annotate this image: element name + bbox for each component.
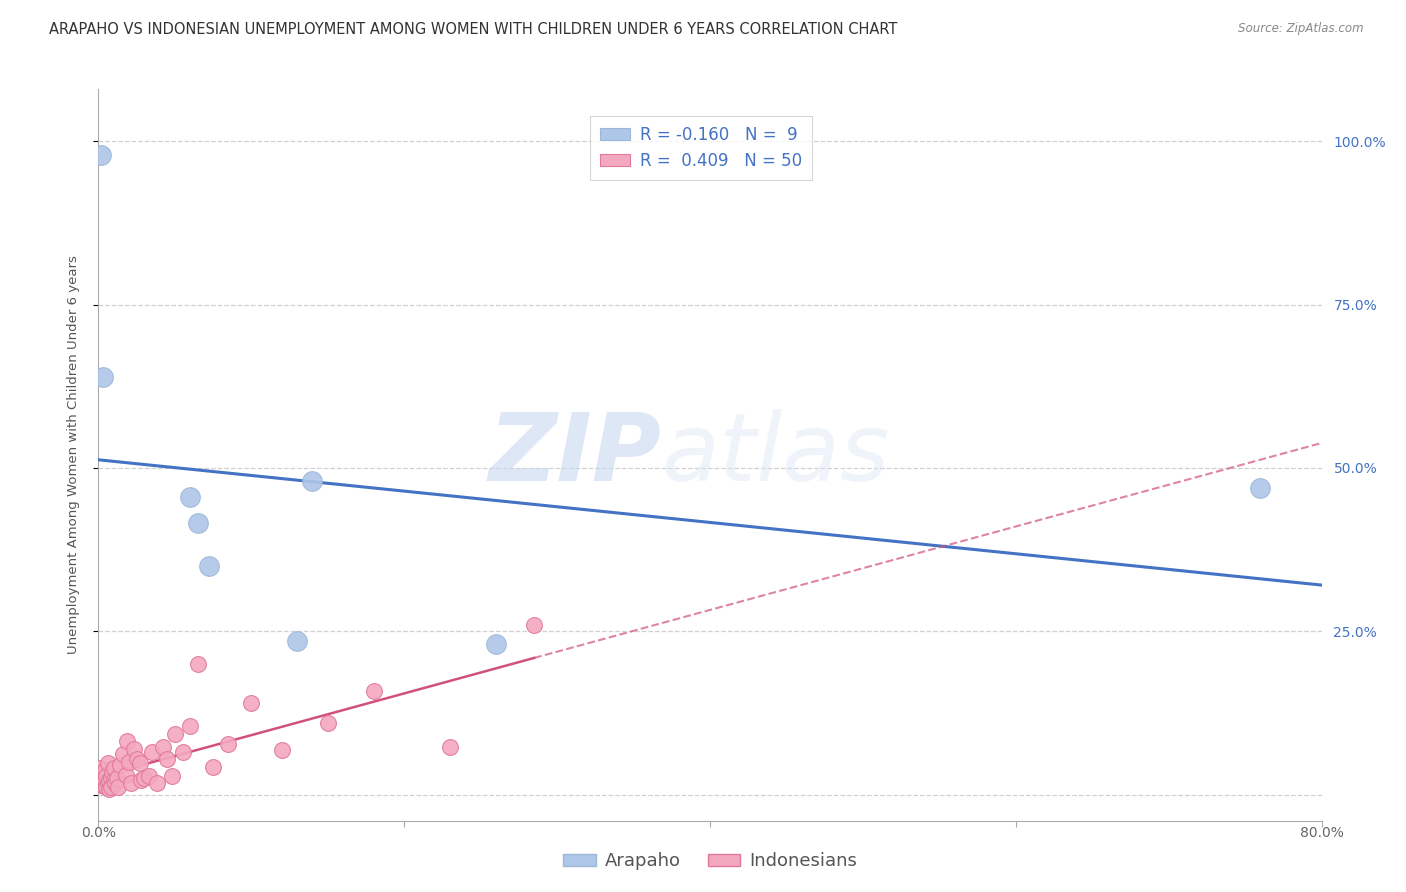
Point <box>187 657 209 671</box>
Point <box>363 684 385 698</box>
Point <box>105 771 128 785</box>
Point <box>98 773 121 788</box>
Point <box>120 776 142 790</box>
Point <box>145 776 167 790</box>
Point <box>163 727 186 741</box>
Point <box>91 778 114 792</box>
Point <box>179 719 201 733</box>
Text: 80.0%: 80.0% <box>1299 826 1344 840</box>
Text: ARAPAHO VS INDONESIAN UNEMPLOYMENT AMONG WOMEN WITH CHILDREN UNDER 6 YEARS CORRE: ARAPAHO VS INDONESIAN UNEMPLOYMENT AMONG… <box>49 22 897 37</box>
Point <box>89 761 111 775</box>
Point <box>485 637 508 651</box>
Point <box>98 782 121 797</box>
Point <box>100 780 122 794</box>
Point <box>91 766 114 780</box>
Point <box>316 715 339 730</box>
Point <box>97 756 120 771</box>
Point <box>187 516 209 531</box>
Point <box>1249 481 1271 495</box>
Point <box>122 741 145 756</box>
Point <box>179 491 201 505</box>
Point <box>118 755 141 769</box>
Point <box>94 780 117 794</box>
Point <box>125 751 148 765</box>
Text: atlas: atlas <box>661 409 890 500</box>
Point <box>156 751 179 765</box>
Point <box>107 780 129 794</box>
Point <box>160 769 183 783</box>
Point <box>108 758 131 772</box>
Point <box>138 769 160 783</box>
Point <box>93 773 115 788</box>
Point <box>103 773 125 788</box>
Point <box>94 769 117 783</box>
Point <box>111 747 134 761</box>
Point <box>101 764 124 779</box>
Point <box>152 740 174 755</box>
Point <box>93 763 115 777</box>
Point <box>100 771 122 785</box>
Y-axis label: Unemployment Among Women with Children Under 6 years: Unemployment Among Women with Children U… <box>67 255 80 655</box>
Point <box>270 743 292 757</box>
Point <box>134 771 156 785</box>
Point <box>523 617 546 632</box>
Point <box>240 696 263 710</box>
Point <box>129 773 152 788</box>
Point <box>217 737 239 751</box>
Point <box>97 776 120 790</box>
Point <box>103 761 125 775</box>
Text: ZIP: ZIP <box>488 409 661 501</box>
Point <box>115 768 138 782</box>
Text: 0.0%: 0.0% <box>82 826 115 840</box>
Point <box>91 369 114 384</box>
Point <box>197 558 219 573</box>
Point <box>104 776 127 790</box>
Text: Source: ZipAtlas.com: Source: ZipAtlas.com <box>1239 22 1364 36</box>
Point <box>439 740 461 755</box>
Legend: Arapaho, Indonesians: Arapaho, Indonesians <box>555 845 865 878</box>
Point <box>172 745 194 759</box>
Point <box>202 760 225 774</box>
Point <box>285 634 308 648</box>
Point <box>141 745 163 759</box>
Point <box>301 474 323 488</box>
Point <box>128 756 150 771</box>
Point <box>90 778 112 792</box>
Point <box>90 147 112 161</box>
Point <box>90 771 112 785</box>
Point <box>117 734 139 748</box>
